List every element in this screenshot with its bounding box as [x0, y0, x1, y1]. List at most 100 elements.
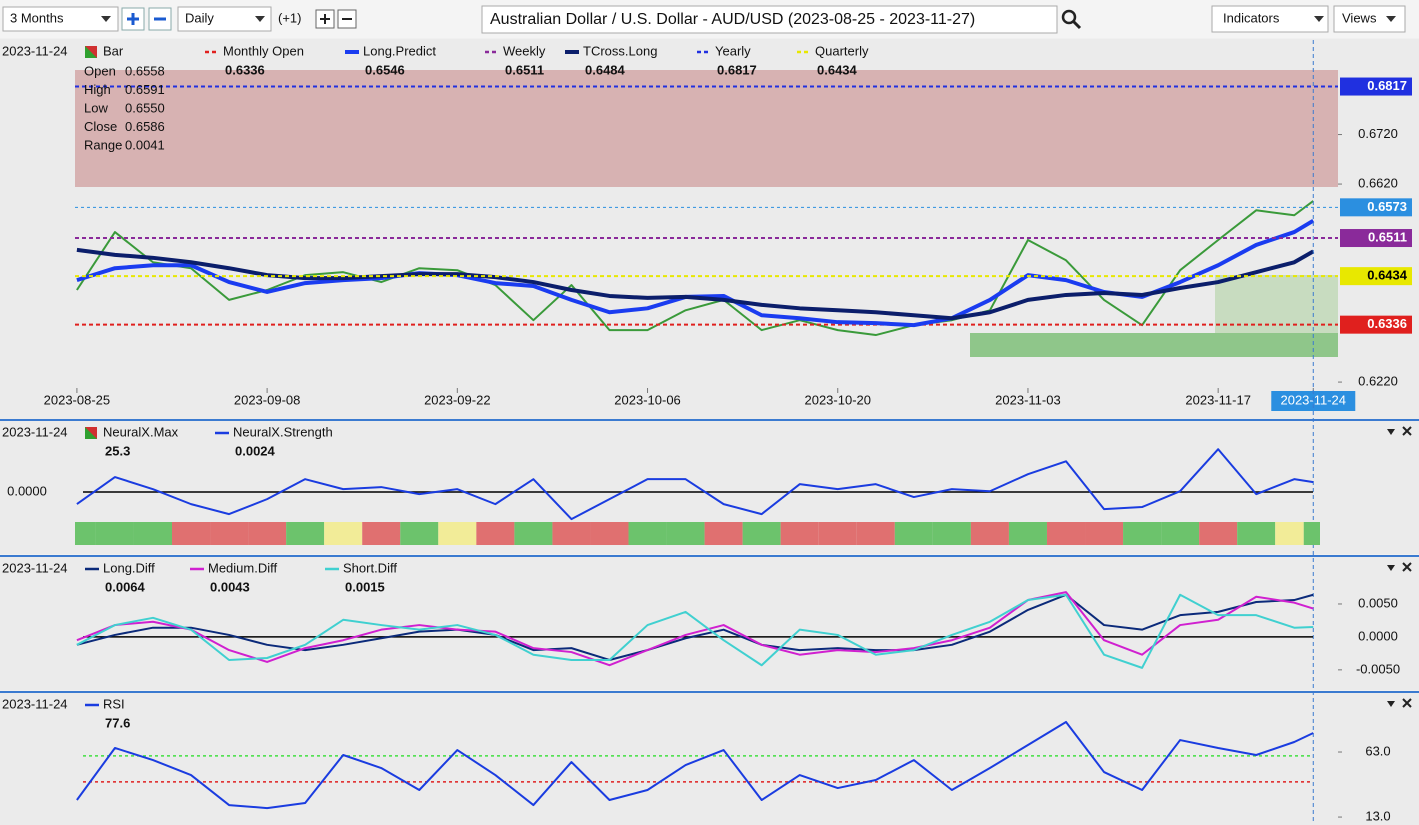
signal-cell: [400, 522, 439, 545]
signal-cell: [133, 522, 173, 545]
interval-select[interactable]: [177, 6, 272, 32]
indicator-line: [76, 593, 1314, 669]
price-badge-label: 0.6511: [1368, 229, 1407, 244]
dropdown-arrow: [1314, 16, 1324, 22]
legend-value: 25.3: [105, 443, 130, 458]
legend-name: Medium.Diff: [208, 560, 278, 575]
support-zone: [1215, 275, 1338, 333]
ohlc-name: Close: [84, 119, 117, 134]
legend-value: 0.6484: [585, 62, 626, 77]
ohlc-value: 0.6550: [125, 100, 165, 115]
dropdown-arrow: [101, 16, 111, 22]
signal-cell: [248, 522, 287, 545]
signal-cell: [1237, 522, 1276, 545]
signal-cell: [856, 522, 895, 545]
collapse-button[interactable]: [1387, 701, 1395, 707]
ohlc-value: 0.6586: [125, 119, 165, 134]
legend-name: TCross.Long: [583, 43, 657, 58]
collapse-button[interactable]: [1387, 565, 1395, 571]
collapse-button[interactable]: [1387, 429, 1395, 435]
y-tick-label: 0.0000: [7, 483, 47, 498]
legend-name: NeuralX.Max: [103, 424, 179, 439]
legend-value: 0.0015: [345, 579, 385, 594]
signal-cell: [780, 522, 819, 545]
price-badge: [1340, 267, 1412, 286]
legend-name: NeuralX.Strength: [233, 424, 333, 439]
legend-value: 0.0064: [105, 579, 146, 594]
ohlc-value: 0.6591: [125, 82, 165, 97]
close-button[interactable]: [1402, 562, 1412, 572]
price-badge: [1340, 198, 1412, 217]
views-text: Views: [1342, 10, 1377, 25]
ohlc-name: Open: [84, 63, 116, 78]
x-tick-label: 2023-09-22: [424, 392, 491, 407]
close-button[interactable]: [1402, 426, 1412, 436]
ohlc-value: 0.6558: [125, 63, 165, 78]
signal-cell: [932, 522, 971, 545]
signal-cell: [818, 522, 857, 545]
signal-cell: [1303, 522, 1320, 545]
support-zone: [970, 333, 1338, 357]
indicator-line: [76, 448, 1314, 521]
signal-cell: [628, 522, 667, 545]
signal-cell: [742, 522, 781, 545]
signal-cell: [704, 522, 743, 545]
y-tick-label: 63.0: [1365, 743, 1390, 758]
x-tick-label: 2023-11-17: [1185, 392, 1251, 407]
price-badge-label: 0.6434: [1367, 268, 1408, 283]
plus-icon: [320, 14, 330, 24]
price-badge-label: 0.6573: [1367, 199, 1407, 214]
range-text: 3 Months: [10, 10, 64, 25]
signal-cell: [552, 522, 591, 545]
indicator-line: [76, 591, 1314, 667]
signal-cell: [75, 522, 96, 545]
signal-cell: [172, 522, 211, 545]
legend-name: Short.Diff: [343, 560, 397, 575]
panel-date: 2023-11-24: [2, 424, 68, 439]
panel-controls: [1387, 426, 1412, 708]
signal-cell: [1008, 522, 1047, 545]
legend-icon: [85, 46, 97, 58]
legend-name: Bar: [103, 43, 124, 58]
x-tick-label: 2023-11-03: [995, 392, 1061, 407]
signal-cell: [362, 522, 401, 545]
signal-cell: [1275, 522, 1304, 545]
indicator-line: [76, 593, 1314, 661]
legend-value: 0.0043: [210, 579, 250, 594]
signal-cell: [438, 522, 477, 545]
legend-name: Yearly: [715, 43, 751, 58]
legend-value: 0.6511: [505, 62, 544, 77]
legend-value: 0.6336: [225, 62, 265, 77]
signal-cell: [590, 522, 629, 545]
search-icon[interactable]: [1061, 9, 1077, 25]
legend-value: 77.6: [105, 715, 130, 730]
panel-date: 2023-11-24: [2, 696, 68, 711]
range-select[interactable]: [2, 6, 119, 32]
legend-name: Monthly Open: [223, 43, 304, 58]
price-badge: [1340, 229, 1412, 248]
x-tick-label: 2023-10-06: [614, 392, 681, 407]
symbol-box[interactable]: [481, 5, 1058, 34]
signal-cell: [1161, 522, 1200, 545]
legend-name: Long.Predict: [363, 43, 436, 58]
y-tick-label: 13.0: [1365, 808, 1390, 823]
signal-cell: [1123, 522, 1162, 545]
y-tick-label: -0.0050: [1356, 661, 1400, 676]
signal-cell: [1046, 522, 1086, 545]
signal-cell: [894, 522, 933, 545]
x-tick-label: 2023-08-25: [44, 392, 111, 407]
signal-cell: [514, 522, 553, 545]
close-button[interactable]: [1402, 698, 1412, 708]
plus-icon: [127, 13, 139, 25]
y-tick-label: 0.6720: [1358, 126, 1398, 141]
dropdown-arrow: [1386, 16, 1396, 22]
rsi-panel: [0, 693, 1419, 825]
y-tick-label: 0.0000: [1358, 628, 1398, 643]
signal-cell: [1199, 522, 1238, 545]
indicators-button[interactable]: [1211, 5, 1329, 33]
offset-text: (+1): [278, 10, 301, 25]
legend-name: Long.Diff: [103, 560, 155, 575]
y-tick-label: 0.6220: [1358, 374, 1398, 389]
